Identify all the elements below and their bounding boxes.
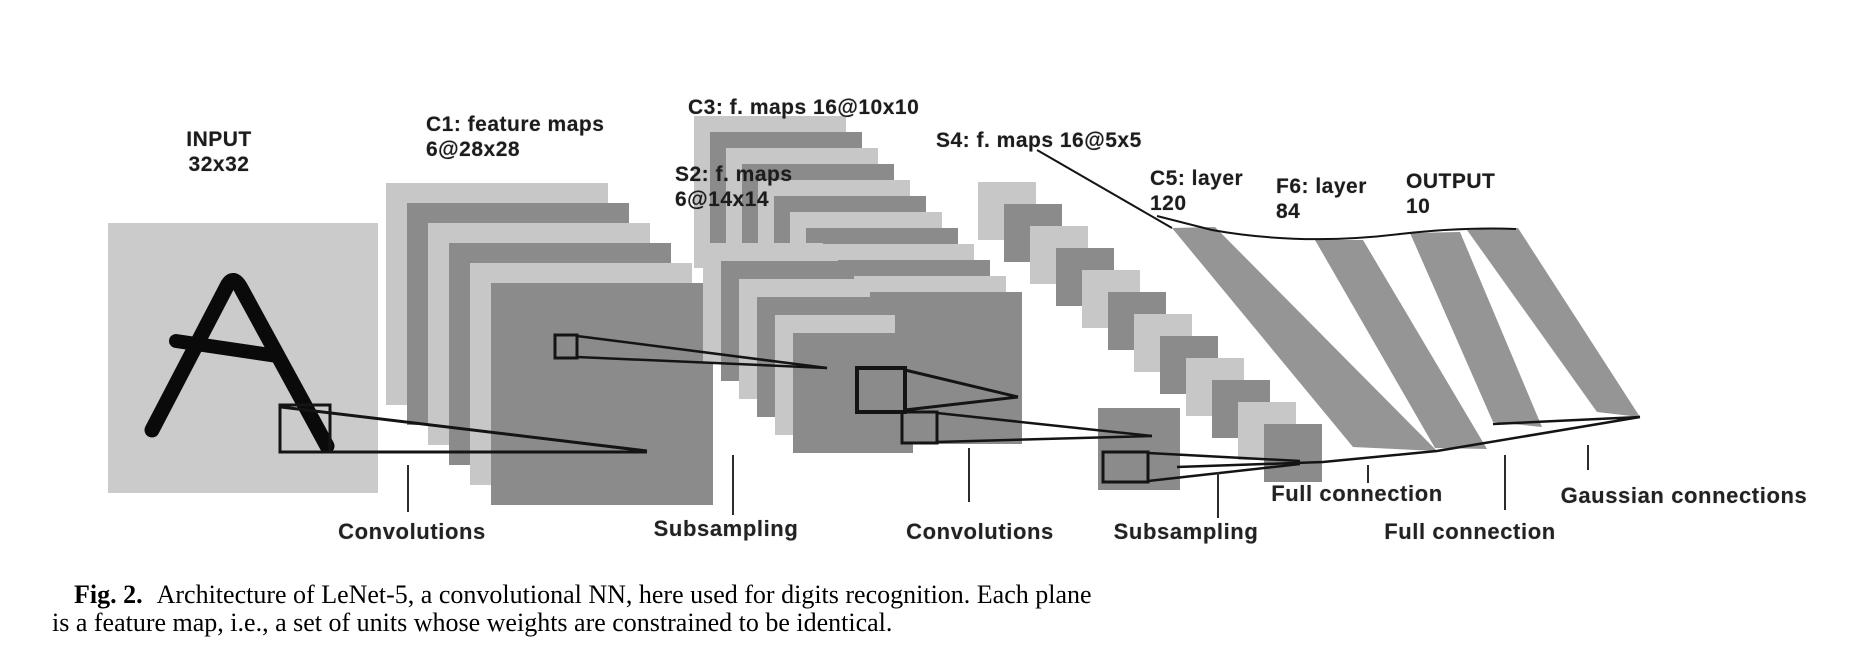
top-brace-curve <box>1156 215 1517 241</box>
input-layer-label: INPUT 32x32 <box>186 128 252 176</box>
c3-layer-label: C3: f. maps 16@10x10 <box>688 96 920 119</box>
connection-line <box>936 411 1153 438</box>
s4-stack-plane <box>1264 424 1322 482</box>
c3-subsampling-window <box>900 410 939 445</box>
subsampling-label-2: Subsampling <box>1113 519 1259 544</box>
c5-stripe <box>1172 227 1437 451</box>
s2-receptive-field-window <box>855 366 907 414</box>
output-stripe <box>1467 228 1640 417</box>
c1-subsampling-window <box>553 333 579 360</box>
s4-layer-label: S4: f. maps 16@5x5 <box>936 129 1142 152</box>
s4-receptive-field-window <box>1101 450 1150 484</box>
connection-line <box>1147 462 1301 483</box>
connection-line <box>936 434 1153 444</box>
c1-stack-plane <box>491 283 713 505</box>
input-receptive-field-window <box>278 403 332 454</box>
connection-line <box>1036 149 1173 229</box>
connection-line <box>904 395 1019 412</box>
figure-caption-line1: Fig. 2. Architecture of LeNet-5, a convol… <box>74 580 1092 610</box>
connection-line <box>1147 451 1301 463</box>
handwritten-a-glyph <box>144 273 335 454</box>
full-connection-label-2: Full connection <box>1384 519 1556 544</box>
connection-line <box>904 368 1019 399</box>
convolutions-label-1: Convolutions <box>338 519 486 544</box>
connection-line <box>576 334 828 370</box>
figure-number: Fig. 2. <box>74 580 143 609</box>
f6-layer-label: F6: layer 84 <box>1276 175 1367 223</box>
convolutions-label-2: Convolutions <box>906 519 1054 544</box>
connection-line <box>576 355 828 370</box>
output-stripe-back <box>1410 232 1542 427</box>
output-layer-label: OUTPUT 10 <box>1406 170 1496 218</box>
gaussian-connections-label: Gaussian connections <box>1560 483 1808 508</box>
s2-layer-label: S2: f. maps 6@14x14 <box>675 163 793 211</box>
subsampling-label-1: Subsampling <box>653 516 799 541</box>
caption-text-line1: Architecture of LeNet-5, a convolutional… <box>156 580 1092 609</box>
figure-caption-line2: is a feature map, i.e., a set of units w… <box>52 608 893 637</box>
full-connection-label-1: Full connection <box>1271 481 1443 506</box>
handwritten-a-crossbar <box>169 334 284 363</box>
s4-front-plane <box>1098 408 1180 490</box>
bottom-connection-lines <box>1176 415 1641 469</box>
connection-line <box>280 405 648 453</box>
c5-layer-label: C5: layer 120 <box>1150 167 1244 215</box>
c1-layer-label: C1: feature maps 6@28x28 <box>426 113 605 161</box>
s2-stack-plane <box>793 333 913 453</box>
f6-stripe <box>1315 240 1487 449</box>
